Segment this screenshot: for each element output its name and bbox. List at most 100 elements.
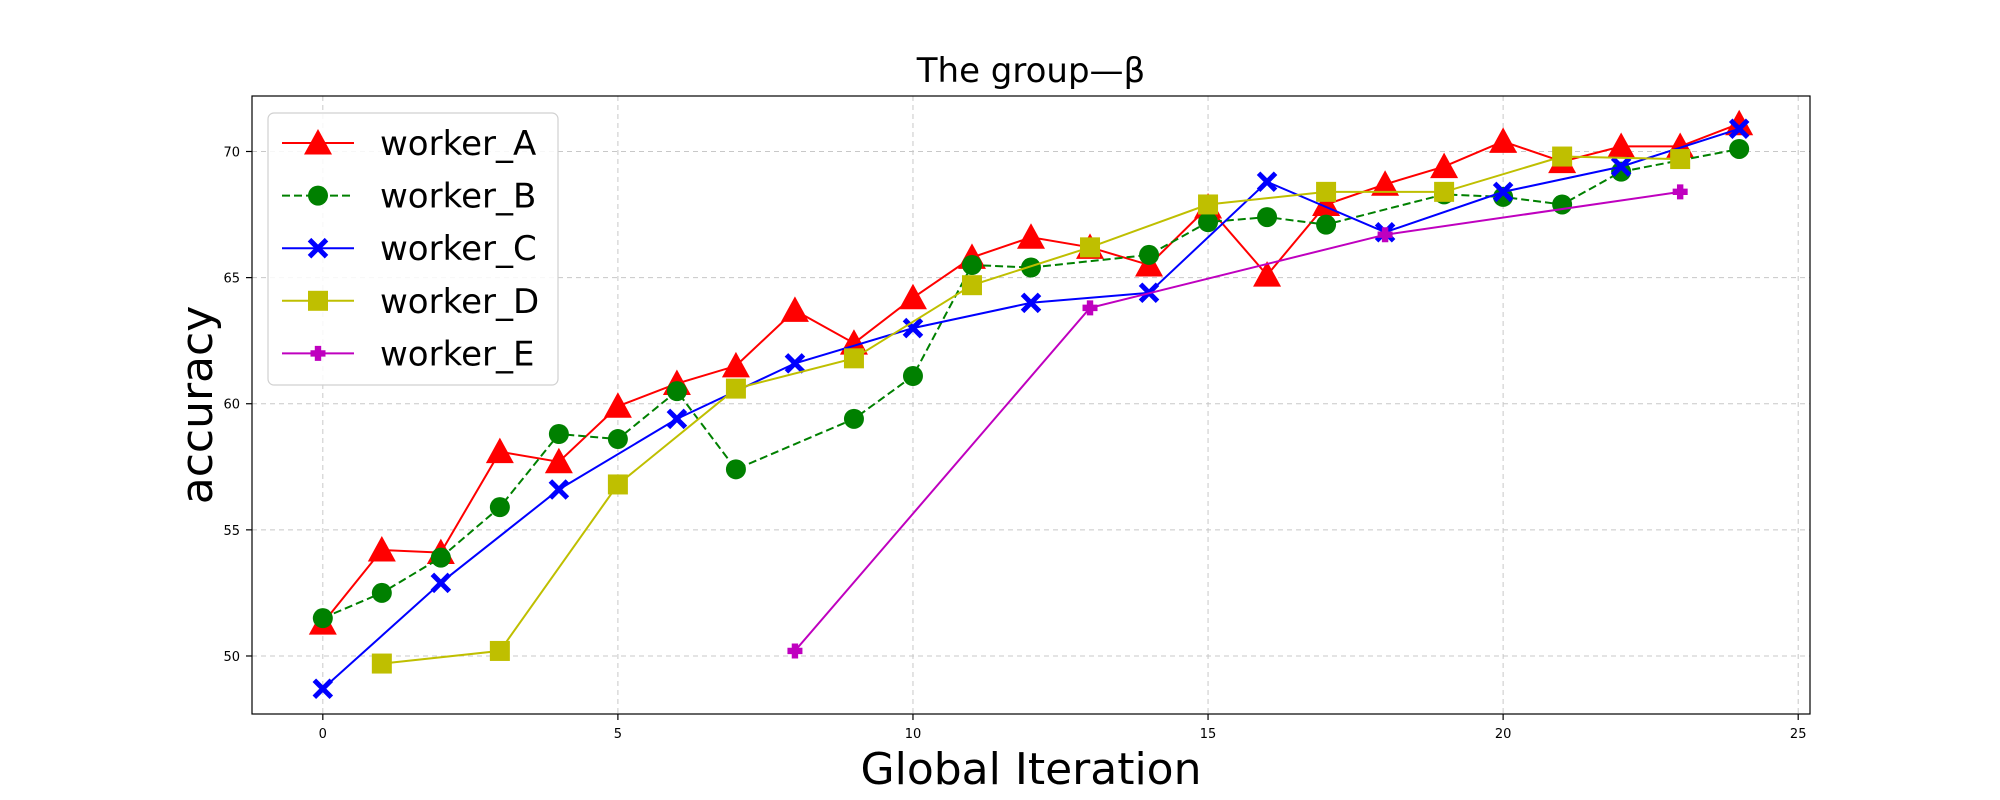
x-tick-label: 25 — [1790, 727, 1807, 742]
legend-label: worker_E — [380, 334, 534, 374]
series-worker_B — [312, 138, 1750, 629]
series-line-worker_E — [794, 190, 1681, 652]
data-point-worker_D — [371, 653, 392, 674]
x-tick-label: 0 — [319, 727, 327, 742]
data-point-worker_A — [721, 351, 750, 378]
legend-marker — [308, 290, 328, 311]
data-point-worker_D — [489, 640, 510, 661]
data-point-worker_B — [666, 381, 687, 402]
legend-item-worker_E: worker_E — [282, 334, 534, 374]
legend-item-worker_D: worker_D — [282, 282, 539, 322]
data-point-worker_C — [902, 317, 924, 339]
y-tick-label: 65 — [223, 272, 240, 287]
data-point-worker_A — [1725, 109, 1754, 136]
legend-box — [267, 112, 559, 386]
data-point-worker_B — [843, 408, 864, 429]
data-point-worker_B — [961, 255, 982, 276]
chart-title: The group—β — [916, 51, 1146, 91]
data-point-worker_E — [1082, 300, 1098, 316]
data-point-worker_A — [1017, 223, 1045, 249]
data-point-worker_A — [544, 447, 573, 474]
data-point-worker_A — [367, 536, 396, 562]
data-point-worker_A — [780, 296, 809, 322]
legend-item-worker_C: worker_C — [282, 229, 537, 269]
data-point-worker_B — [1021, 257, 1041, 278]
data-point-worker_B — [371, 582, 392, 603]
series-line-worker_D — [381, 155, 1681, 665]
legend-item-worker_B: worker_B — [282, 177, 536, 217]
data-point-worker_C — [1610, 156, 1632, 177]
data-point-worker_B — [1257, 207, 1278, 228]
data-point-worker_C — [1728, 118, 1750, 140]
data-point-worker_C — [1492, 181, 1514, 203]
data-point-worker_B — [548, 424, 569, 445]
data-point-worker_A — [485, 437, 514, 464]
data-point-worker_B — [489, 497, 510, 518]
data-point-worker_C — [666, 408, 688, 430]
data-point-worker_B — [1729, 138, 1750, 159]
data-point-worker_A — [1371, 170, 1400, 196]
data-point-worker_D — [1080, 237, 1101, 258]
data-point-worker_B — [1552, 194, 1573, 215]
data-point-worker_D — [1670, 149, 1691, 170]
data-point-worker_D — [961, 275, 982, 296]
x-tick-label: 20 — [1495, 727, 1512, 742]
data-point-worker_B — [1316, 214, 1337, 235]
data-point-worker_B — [902, 365, 923, 386]
data-point-worker_C — [1020, 292, 1042, 314]
y-tick-label: 50 — [223, 650, 240, 665]
x-tick-label: 15 — [1200, 727, 1217, 742]
data-point-worker_D — [843, 348, 864, 369]
y-tick-label: 60 — [223, 398, 240, 413]
data-point-worker_D — [1434, 181, 1455, 202]
legend-marker — [307, 237, 329, 259]
data-point-worker_D — [1198, 194, 1219, 215]
y-tick-label: 55 — [223, 524, 240, 539]
legend-label: worker_B — [380, 177, 536, 217]
data-point-worker_C — [784, 353, 806, 374]
series-worker_E — [787, 184, 1688, 659]
legend-marker — [308, 185, 328, 206]
data-point-worker_E — [1377, 227, 1393, 243]
legend-marker — [304, 129, 332, 155]
axis-ticks: 0 5 10 15 20 25 50 55 60 65 70 — [223, 145, 1806, 742]
data-point-worker_D — [607, 474, 628, 495]
data-point-worker_A — [1253, 261, 1282, 287]
data-point-worker_A — [1430, 152, 1459, 179]
data-point-worker_A — [1489, 127, 1518, 153]
data-point-worker_B — [312, 608, 333, 629]
series-layer — [308, 109, 1754, 700]
data-point-worker_C — [312, 678, 334, 700]
data-point-worker_D — [1552, 146, 1573, 167]
plot-frame — [251, 95, 1811, 715]
data-point-worker_E — [787, 643, 803, 659]
data-point-worker_E — [1672, 184, 1688, 200]
x-tick-label: 10 — [905, 727, 922, 742]
data-point-worker_A — [1607, 132, 1636, 158]
data-point-worker_B — [430, 547, 451, 568]
legend-label: worker_A — [380, 124, 536, 164]
y-tick-label: 70 — [223, 145, 240, 160]
legend-label: worker_D — [380, 282, 539, 322]
legend-item-worker_A: worker_A — [282, 124, 536, 164]
legend-marker — [310, 345, 326, 361]
data-point-worker_B — [1493, 186, 1514, 207]
data-point-worker_D — [1316, 181, 1337, 202]
data-point-worker_C — [1256, 171, 1278, 193]
data-point-worker_B — [1198, 212, 1219, 233]
x-axis-title: Global Iteration — [861, 744, 1202, 795]
data-point-worker_A — [898, 283, 927, 310]
legend: worker_A worker_B worker_C worker_D worker_E — [267, 112, 559, 386]
legend-label: worker_C — [380, 229, 537, 269]
grid — [252, 96, 1810, 714]
data-point-worker_D — [725, 378, 746, 399]
data-point-worker_C — [430, 572, 452, 594]
series-worker_D — [371, 146, 1691, 674]
data-point-worker_A — [603, 392, 632, 418]
data-point-worker_B — [607, 429, 628, 450]
data-point-worker_B — [1139, 244, 1160, 265]
data-point-worker_C — [548, 479, 570, 500]
x-tick-label: 5 — [614, 727, 622, 742]
